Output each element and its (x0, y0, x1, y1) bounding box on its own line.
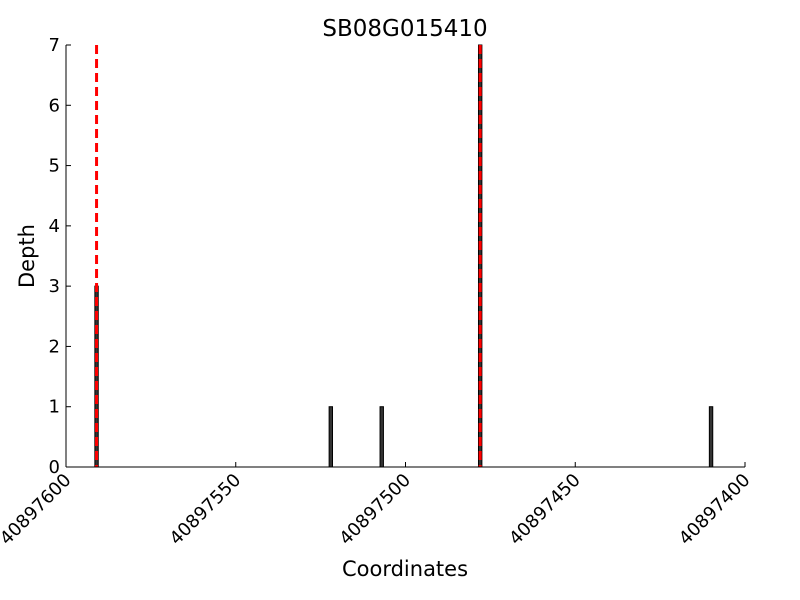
y-tick-label: 4 (49, 216, 60, 237)
x-tick-label: 40897500 (335, 470, 415, 550)
x-axis-label: Coordinates (342, 557, 468, 581)
y-tick-label: 3 (49, 276, 60, 297)
y-tick-label: 6 (49, 95, 60, 116)
y-tick-label: 5 (49, 156, 60, 177)
x-tick-label: 40897450 (505, 470, 585, 550)
x-tick-label: 40897400 (675, 470, 755, 550)
y-tick-label: 2 (49, 336, 60, 357)
y-tick-label: 0 (49, 457, 60, 478)
x-tick-label: 40897600 (0, 470, 76, 550)
chart-title: SB08G015410 (322, 16, 487, 42)
y-axis-label: Depth (15, 224, 39, 288)
y-tick-label: 7 (49, 35, 60, 56)
bar (379, 406, 384, 468)
x-tick-label: 40897550 (166, 470, 246, 550)
bar (708, 406, 714, 468)
y-tick-label: 1 (49, 397, 60, 418)
bar (328, 406, 334, 468)
